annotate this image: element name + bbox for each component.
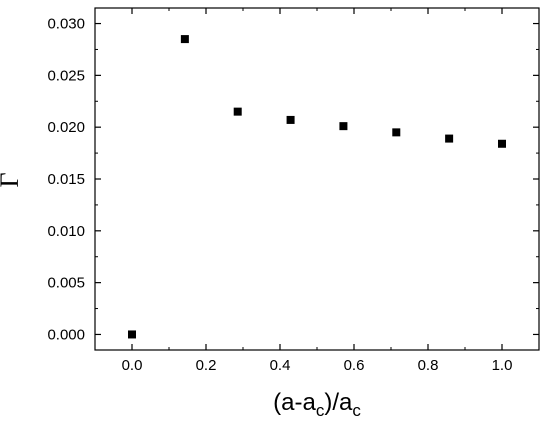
tick-labels: 0.0 0.2 0.4 0.6 0.8 1.0 0.000 0.005 0.010 0.015 0.… bbox=[47, 16, 512, 374]
y-tick-label: 0.000 bbox=[47, 326, 85, 343]
data-point bbox=[128, 330, 136, 339]
x-tick-label: 0.6 bbox=[344, 357, 365, 374]
axis-ticks bbox=[95, 8, 539, 350]
x-tick-label: 0.2 bbox=[196, 357, 217, 374]
data-point bbox=[445, 134, 454, 143]
data-point bbox=[180, 35, 189, 44]
data-point bbox=[339, 122, 348, 131]
y-tick-label: 0.025 bbox=[47, 67, 85, 84]
x-tick-label: 1.0 bbox=[492, 357, 513, 374]
y-tick-label: 0.005 bbox=[47, 275, 85, 292]
data-point bbox=[286, 115, 295, 124]
y-tick-label: 0.015 bbox=[47, 171, 85, 188]
y-tick-label: 0.010 bbox=[47, 223, 85, 240]
data-point bbox=[392, 128, 401, 137]
x-tick-label: 0.0 bbox=[122, 357, 143, 374]
y-tick-label: 0.020 bbox=[47, 119, 85, 136]
data-point bbox=[498, 139, 506, 148]
plot-frame bbox=[94, 7, 540, 351]
x-axis-label: (a-ac)/ac bbox=[273, 389, 361, 420]
y-axis-label: Γ bbox=[0, 172, 24, 187]
x-tick-label: 0.4 bbox=[270, 357, 291, 374]
y-tick-label: 0.030 bbox=[47, 16, 85, 33]
x-tick-label: 0.8 bbox=[418, 357, 439, 374]
data-point bbox=[233, 107, 242, 116]
data-markers bbox=[128, 35, 506, 339]
